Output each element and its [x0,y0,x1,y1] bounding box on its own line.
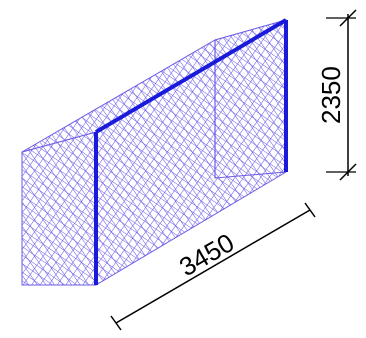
height-dimension: 2350 [316,9,357,181]
height-label: 2350 [316,66,346,124]
crossbar [94,18,288,134]
goal-frame [94,18,288,285]
net [21,19,287,286]
width-label: 3450 [174,227,239,282]
